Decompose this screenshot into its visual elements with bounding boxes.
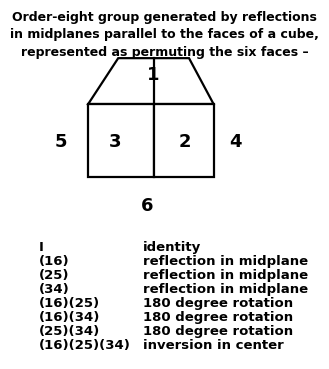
- Text: reflection in midplane: reflection in midplane: [143, 269, 308, 282]
- Text: (16): (16): [39, 255, 70, 268]
- Text: (16)(34): (16)(34): [39, 311, 101, 324]
- Text: 1: 1: [147, 66, 160, 84]
- Text: 180 degree rotation: 180 degree rotation: [143, 311, 293, 324]
- Text: in midplanes parallel to the faces of a cube,: in midplanes parallel to the faces of a …: [10, 28, 319, 41]
- Text: (25): (25): [39, 269, 70, 282]
- Text: (16)(25)(34): (16)(25)(34): [39, 339, 131, 352]
- Text: 5: 5: [55, 133, 67, 151]
- Text: 180 degree rotation: 180 degree rotation: [143, 325, 293, 338]
- Text: reflection in midplane: reflection in midplane: [143, 283, 308, 296]
- Text: 6: 6: [140, 197, 153, 215]
- Polygon shape: [88, 58, 214, 104]
- Polygon shape: [154, 104, 214, 177]
- Text: reflection in midplane: reflection in midplane: [143, 255, 308, 268]
- Polygon shape: [88, 104, 154, 177]
- Text: 4: 4: [229, 133, 241, 151]
- Text: I: I: [39, 241, 44, 254]
- Text: 2: 2: [179, 133, 191, 151]
- Text: inversion in center: inversion in center: [143, 339, 284, 352]
- Text: 180 degree rotation: 180 degree rotation: [143, 297, 293, 310]
- Text: Order-eight group generated by reflections: Order-eight group generated by reflectio…: [12, 11, 317, 24]
- Text: represented as permuting the six faces –: represented as permuting the six faces –: [21, 46, 308, 59]
- Text: identity: identity: [143, 241, 201, 254]
- Text: (16)(25): (16)(25): [39, 297, 100, 310]
- Text: (25)(34): (25)(34): [39, 325, 100, 338]
- Text: (34): (34): [39, 283, 70, 296]
- Text: 3: 3: [109, 133, 122, 151]
